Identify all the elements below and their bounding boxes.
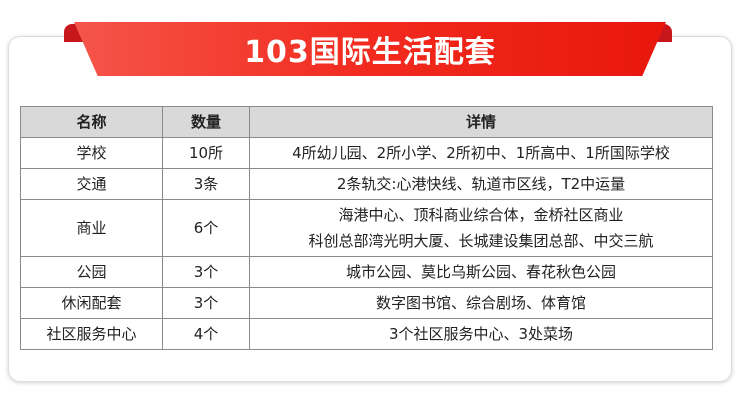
cell-count: 10所 xyxy=(162,137,250,169)
cell-count: 3个 xyxy=(162,287,250,319)
cell-name: 交通 xyxy=(20,168,163,200)
detail-line: 数字图书馆、综合剧场、体育馆 xyxy=(375,294,586,312)
detail-line: 城市公园、莫比乌斯公园、春花秋色公园 xyxy=(345,263,616,281)
page-title: 103国际生活配套 xyxy=(244,35,496,70)
header-count: 数量 xyxy=(162,106,250,138)
table-row: 社区服务中心 4个 3个社区服务中心、3处菜场 xyxy=(20,318,713,350)
table-header-row: 名称 数量 详情 xyxy=(20,106,713,138)
cell-name: 学校 xyxy=(20,137,163,169)
cell-details: 城市公园、莫比乌斯公园、春花秋色公园 xyxy=(249,256,713,288)
table-row: 公园 3个 城市公园、莫比乌斯公园、春花秋色公园 xyxy=(20,256,713,288)
cell-name: 商业 xyxy=(20,199,163,257)
table-row: 商业 6个 海港中心、顶科商业综合体，金桥社区商业 科创总部湾光明大厦、长城建设集团总… xyxy=(20,199,713,257)
cell-details: 4所幼儿园、2所小学、2所初中、1所高中、1所国际学校 xyxy=(249,137,713,169)
detail-line: 3个社区服务中心、3处菜场 xyxy=(388,325,574,343)
cell-details: 海港中心、顶科商业综合体，金桥社区商业科创总部湾光明大厦、长城建设集团总部、中交… xyxy=(249,199,713,257)
table-row: 学校 10所 4所幼儿园、2所小学、2所初中、1所高中、1所国际学校 xyxy=(20,137,713,169)
cell-details: 2条轨交:心港快线、轨道市区线，T2中运量 xyxy=(249,168,713,200)
cell-count: 3条 xyxy=(162,168,250,200)
cell-details: 3个社区服务中心、3处菜场 xyxy=(249,318,713,350)
table-row: 交通 3条 2条轨交:心港快线、轨道市区线，T2中运量 xyxy=(20,168,713,200)
detail-line: 2条轨交:心港快线、轨道市区线，T2中运量 xyxy=(336,175,626,193)
cell-details: 数字图书馆、综合剧场、体育馆 xyxy=(249,287,713,319)
detail-line: 4所幼儿园、2所小学、2所初中、1所高中、1所国际学校 xyxy=(292,144,670,162)
cell-count: 4个 xyxy=(162,318,250,350)
header-details: 详情 xyxy=(249,106,713,138)
title-banner: 103国际生活配套 xyxy=(74,22,666,76)
header-name: 名称 xyxy=(20,106,163,138)
detail-line: 海港中心、顶科商业综合体，金桥社区商业 xyxy=(338,206,624,224)
cell-name: 公园 xyxy=(20,256,163,288)
amenities-table: 名称 数量 详情 学校 10所 4所幼儿园、2所小学、2所初中、1所高中、1所国际学… xyxy=(20,106,713,350)
detail-line: 科创总部湾光明大厦、长城建设集团总部、中交三航 xyxy=(308,232,654,250)
cell-name: 休闲配套 xyxy=(20,287,163,319)
cell-count: 3个 xyxy=(162,256,250,288)
cell-count: 6个 xyxy=(162,199,250,257)
table-row: 休闲配套 3个 数字图书馆、综合剧场、体育馆 xyxy=(20,287,713,319)
cell-name: 社区服务中心 xyxy=(20,318,163,350)
